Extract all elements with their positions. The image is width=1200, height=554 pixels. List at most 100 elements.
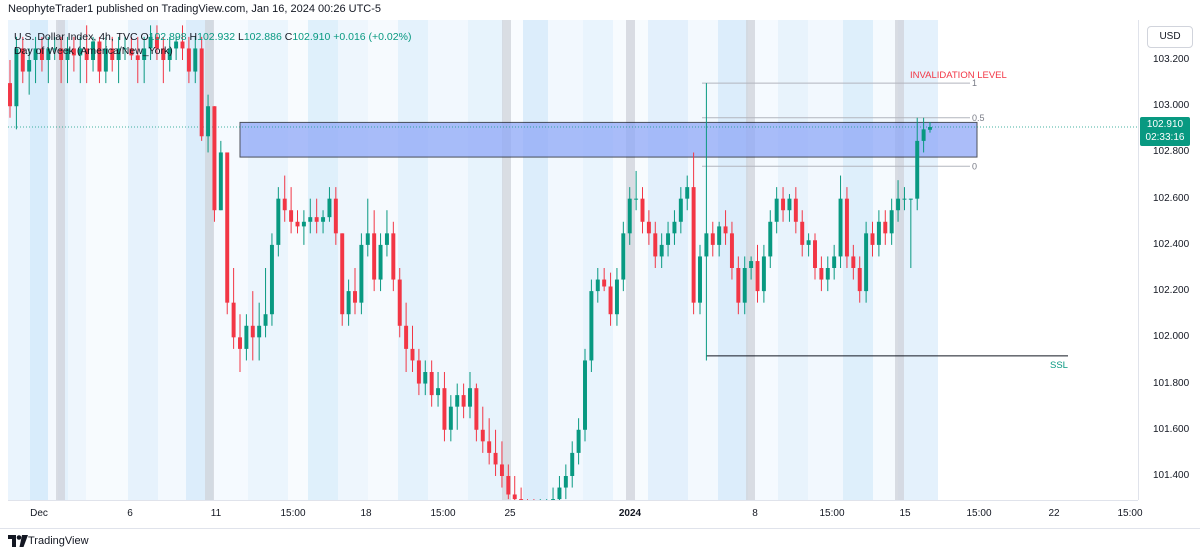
candle-body: [327, 198, 332, 218]
candle-body: [180, 41, 185, 49]
last-price-label: 102.910 02:33:16: [1140, 117, 1190, 146]
candle-body: [487, 441, 492, 453]
footer-brand: TradingView: [28, 535, 89, 547]
candle-body: [423, 372, 428, 384]
day-band: [873, 20, 898, 500]
low-value: 102.886: [243, 31, 282, 43]
day-band: [30, 20, 48, 500]
candle-body: [723, 226, 728, 234]
day-band: [8, 20, 30, 500]
candle-body: [448, 406, 453, 430]
candle-body: [864, 233, 869, 292]
candle-body: [902, 198, 907, 200]
time-tick: 8: [752, 508, 758, 519]
candle-body: [65, 48, 70, 60]
candle-body: [110, 48, 115, 60]
tradingview-logo-icon: [8, 535, 28, 547]
candle-body: [563, 476, 568, 488]
time-axis[interactable]: Dec 6 11 15:00 18 15:00 25 2024 8 15:00 15 15:00 22 1…: [8, 500, 1143, 525]
candle-body: [84, 48, 89, 60]
candle-body: [666, 233, 671, 245]
time-tick: 25: [504, 508, 516, 519]
candle-body: [583, 360, 587, 430]
candle-body: [480, 429, 485, 442]
candle-body: [142, 48, 147, 60]
candle-body: [602, 279, 607, 287]
candle-body: [793, 198, 798, 222]
candle-body: [646, 221, 651, 234]
symbol-label[interactable]: U.S. Dollar Index, 4h, TVC: [14, 31, 138, 43]
day-band: [648, 20, 688, 500]
candle-body: [97, 41, 102, 72]
candle-body: [512, 494, 517, 500]
candle-body: [135, 55, 140, 60]
candle-body: [736, 268, 741, 303]
candle-body: [193, 48, 198, 72]
candle-body: [238, 337, 242, 349]
day-band: [248, 20, 288, 500]
day-band: [843, 20, 873, 500]
candle-body: [704, 233, 709, 257]
session-separator: [626, 20, 635, 500]
day-band: [213, 20, 248, 500]
candle-body: [678, 198, 683, 222]
candle-body: [206, 106, 211, 137]
candle-body: [397, 279, 402, 326]
ssl-label: SSL: [1050, 360, 1068, 371]
time-tick: 6: [127, 508, 133, 519]
legend-ohlc-line: U.S. Dollar Index, 4h, TVC O102.898 H102…: [14, 31, 412, 43]
session-separator: [205, 20, 214, 500]
candle-body: [186, 48, 191, 72]
candle-body: [455, 395, 460, 407]
candle-body: [308, 217, 313, 222]
candle-body: [276, 198, 281, 245]
day-band: [523, 20, 548, 500]
candle-body: [244, 325, 249, 349]
candle-body: [442, 388, 447, 430]
candle-body: [870, 233, 875, 245]
candle-body: [717, 226, 722, 245]
price-tick: 102.800: [1153, 146, 1190, 158]
candle-body: [416, 360, 421, 384]
high-value: 102.932: [197, 31, 236, 43]
fib-label-1: 1: [972, 78, 977, 88]
time-tick: 11: [210, 508, 222, 519]
candle-body: [378, 244, 383, 280]
candle-body: [353, 291, 357, 303]
candle-body: [640, 198, 645, 222]
candle-body: [71, 48, 76, 56]
candle-body: [825, 268, 830, 280]
day-band: [548, 20, 583, 500]
candle-body: [14, 48, 19, 107]
day-band: [308, 20, 338, 500]
indicator-label[interactable]: Day of Week (America/New_York): [14, 45, 173, 57]
candle-body: [653, 233, 658, 257]
day-band: [158, 20, 186, 500]
currency-button[interactable]: USD: [1147, 26, 1193, 48]
change-value: +0.016 (+0.02%): [333, 31, 412, 43]
time-tick: 15:00: [966, 508, 992, 519]
candle-body: [116, 48, 121, 60]
candle-body: [896, 198, 901, 211]
day-band: [778, 20, 808, 500]
candle-body: [468, 388, 472, 407]
price-axis[interactable]: USD 103.200 103.000 102.800 102.600 102.400 1…: [1138, 20, 1200, 500]
price-tick: 101.600: [1153, 423, 1190, 435]
candle-body: [340, 233, 345, 315]
candle-body: [218, 152, 223, 211]
candle-body: [199, 48, 204, 137]
session-separator: [502, 20, 511, 500]
published-line: NeophyteTrader1 published on TradingView…: [8, 3, 382, 15]
candle-body: [148, 36, 153, 49]
time-tick: 15:00: [819, 508, 845, 519]
candle-body: [761, 256, 766, 292]
candle-body: [289, 210, 294, 222]
candle-body: [359, 244, 364, 303]
candle-body: [225, 152, 230, 303]
time-tick: 15:00: [1117, 508, 1143, 519]
candle-body: [742, 268, 747, 303]
candle-body: [876, 221, 881, 245]
candle-body: [314, 217, 319, 222]
